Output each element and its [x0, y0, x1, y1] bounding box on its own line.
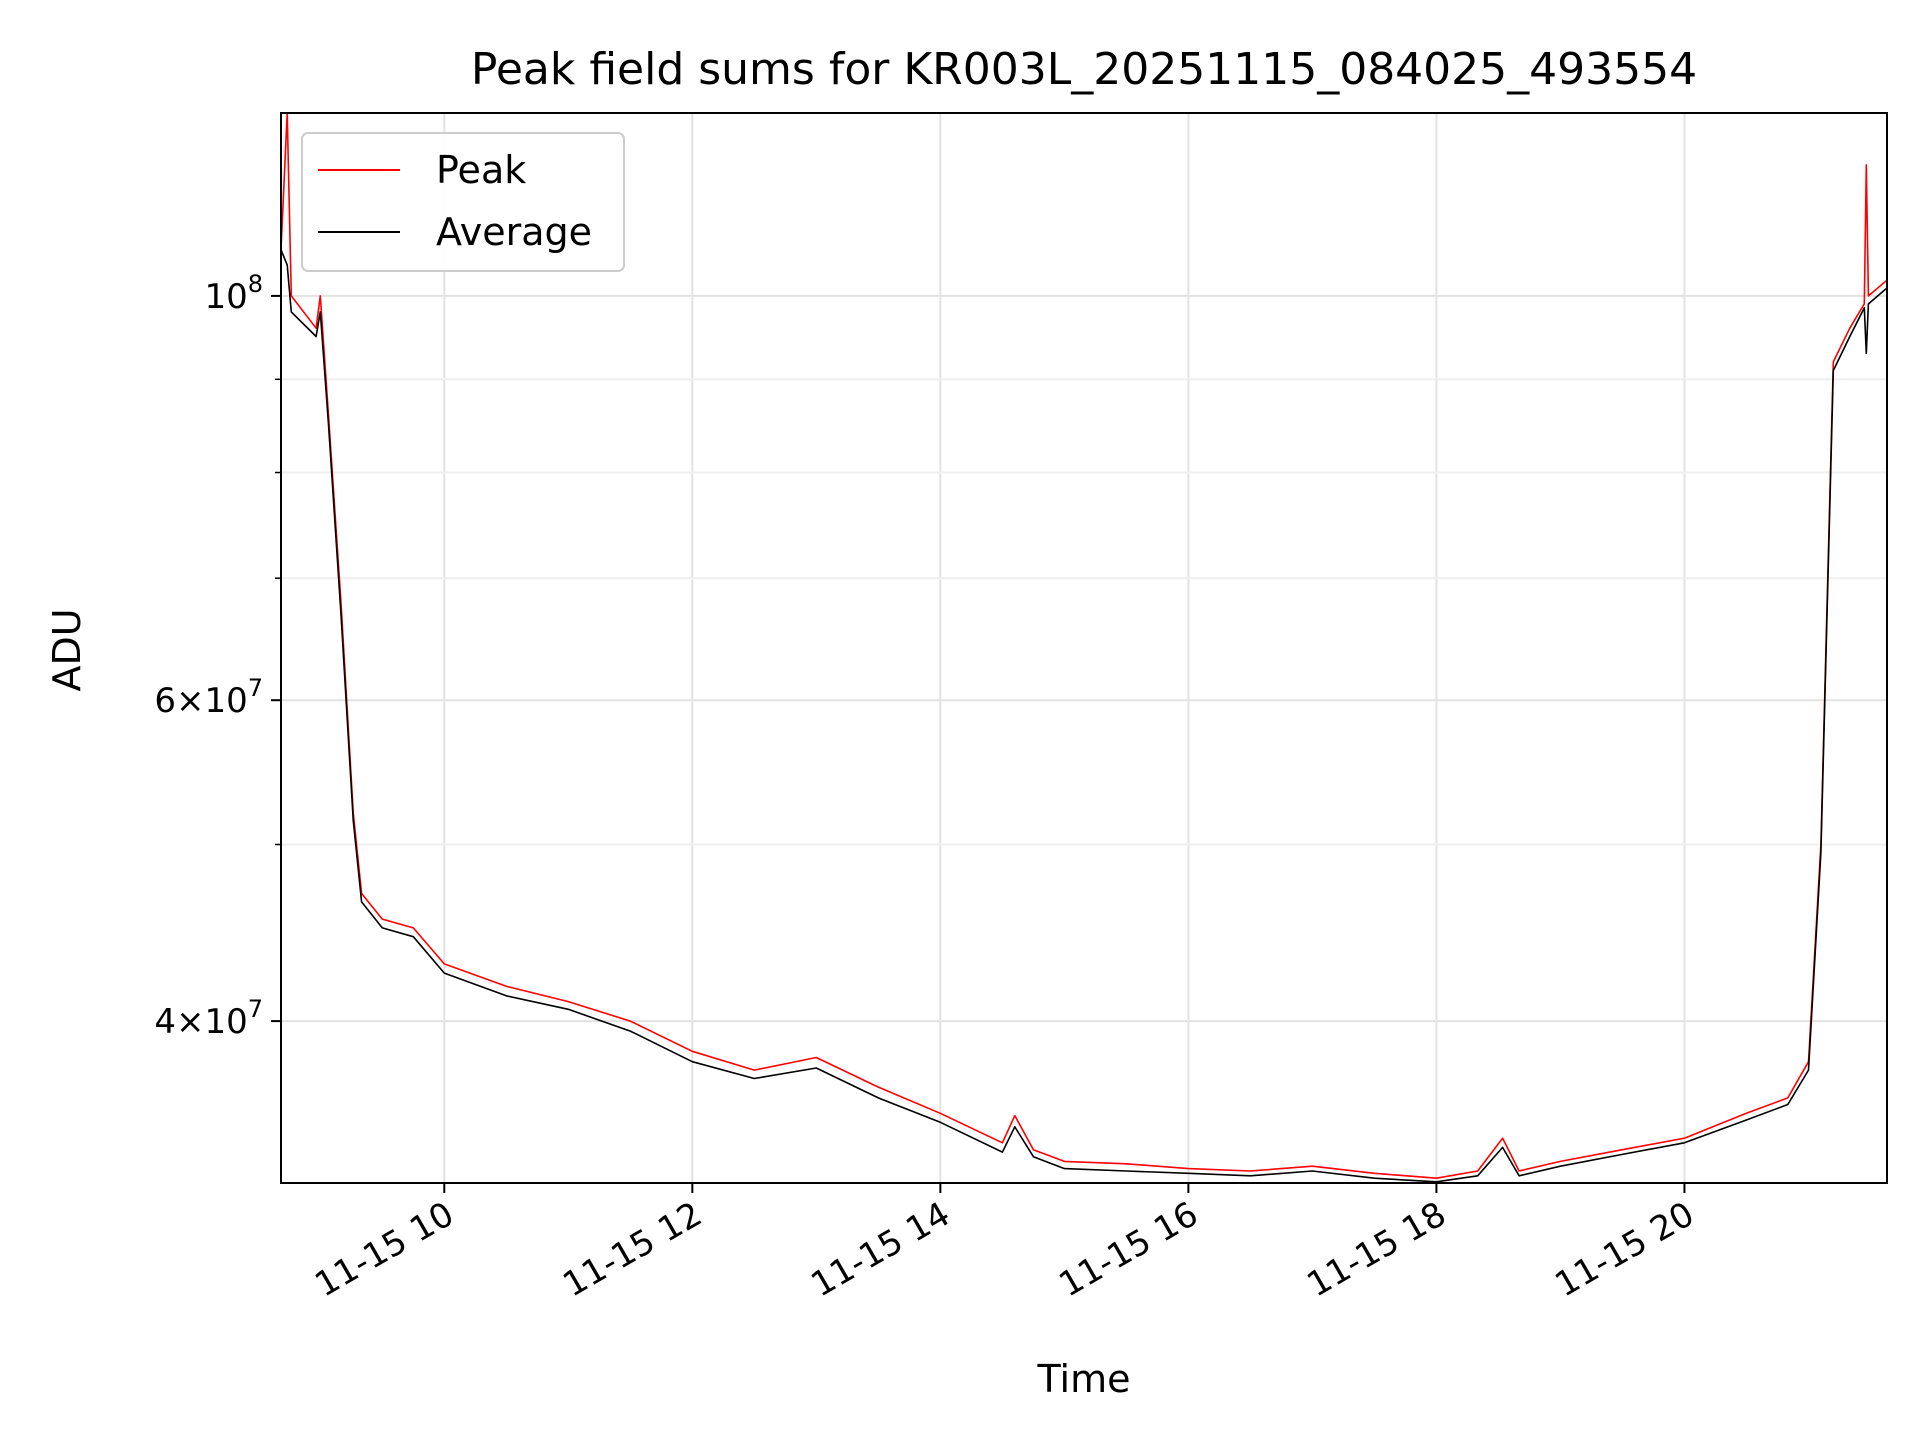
grid — [281, 113, 1887, 1183]
series-layer — [280, 112, 1888, 1183]
series-line-peak — [280, 112, 1888, 1179]
y-tick-label: 6×107 — [154, 674, 263, 721]
y-axis: 108 6×107 4×107 — [154, 270, 281, 1042]
plot-frame — [280, 112, 1888, 1184]
legend-label-peak: Peak — [436, 148, 526, 192]
x-axis-label: Time — [1037, 1357, 1131, 1401]
legend-label-average: Average — [436, 210, 592, 254]
y-axis-label: ADU — [45, 608, 89, 691]
y-tick-label: 108 — [204, 270, 263, 317]
chart-title: Peak field sums for KR003L_20251115_0840… — [471, 44, 1697, 95]
y-tick-label: 4×107 — [154, 995, 263, 1042]
legend-box — [301, 132, 625, 272]
legend: Peak Average — [301, 132, 625, 272]
series-line-average — [280, 249, 1888, 1183]
